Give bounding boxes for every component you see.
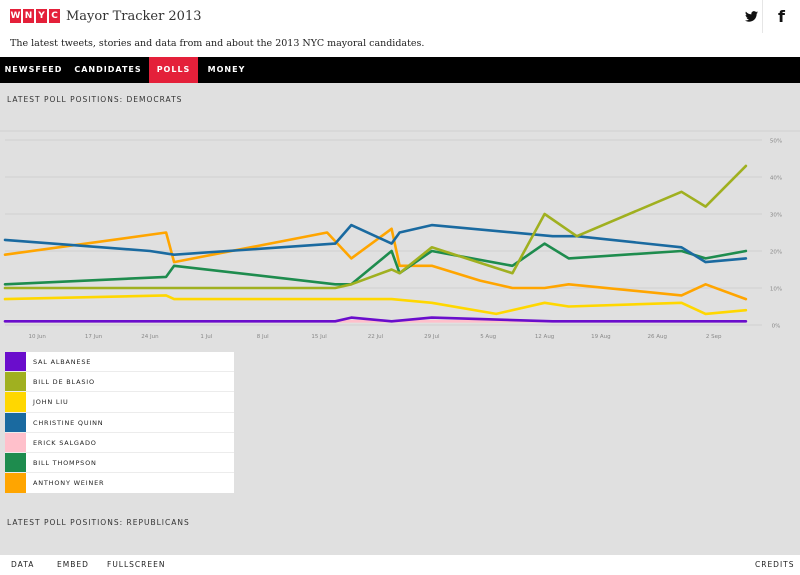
app-title: Mayor Tracker 2013 <box>66 9 202 24</box>
twitter-button[interactable] <box>732 0 770 33</box>
facebook-icon: f <box>778 7 785 26</box>
series-line <box>3 242 748 286</box>
democrats-section-title: LATEST POLL POSITIONS: DEMOCRATS <box>7 95 183 104</box>
legend-label: BILL THOMPSON <box>33 458 97 467</box>
series-line <box>3 223 748 264</box>
x-tick-label: 8 Jul <box>257 334 269 340</box>
legend-item[interactable]: SAL ALBANESE <box>5 352 234 373</box>
legend-swatch <box>5 473 26 494</box>
tab-candidates[interactable]: CANDIDATES <box>74 65 142 74</box>
legend-label: JOHN LIU <box>33 398 69 407</box>
legend-item[interactable]: CHRISTINE QUINN <box>5 412 234 433</box>
data-link[interactable]: DATA <box>11 560 35 569</box>
x-tick-label: 10 Jun <box>29 334 47 340</box>
y-tick-label: 10% <box>770 287 782 293</box>
series-line <box>3 294 748 316</box>
fullscreen-link[interactable]: FULLSCREEN <box>107 560 166 569</box>
x-tick-label: 29 Jul <box>424 334 440 340</box>
x-tick-label: 19 Aug <box>591 334 611 340</box>
legend-label: ERICK SALGADO <box>33 438 97 447</box>
tab-polls[interactable]: POLLS <box>149 57 198 83</box>
x-tick-label: 1 Jul <box>200 334 212 340</box>
legend-item[interactable]: ANTHONY WEINER <box>5 473 234 494</box>
embed-link[interactable]: EMBED <box>57 560 89 569</box>
legend-label: ANTHONY WEINER <box>33 479 105 488</box>
x-tick-label: 26 Aug <box>648 334 668 340</box>
tab-newsfeed[interactable]: NEWSFEED <box>4 65 63 74</box>
y-tick-label: 0% <box>772 324 781 330</box>
series-line <box>3 164 748 290</box>
footer-bar: DATA EMBED FULLSCREEN CREDITS <box>0 555 800 575</box>
y-tick-label: 20% <box>770 250 782 256</box>
y-tick-label: 40% <box>770 176 782 182</box>
legend-label: CHRISTINE QUINN <box>33 418 104 427</box>
legend-item[interactable]: ERICK SALGADO <box>5 432 234 453</box>
legend-swatch <box>5 432 26 452</box>
credits-link[interactable]: CREDITS <box>755 560 795 569</box>
logo-letter: Y <box>36 9 47 23</box>
logo-letter: N <box>23 9 34 23</box>
legend-item[interactable]: BILL DE BLASIO <box>5 372 234 393</box>
democrats-poll-chart: 0% 10% 20% 30% 40% 50% 10 Jun 17 Jun 24 Jun 1 Jul… <box>0 130 800 340</box>
legend-swatch <box>5 392 26 412</box>
top-bar: W N Y C Mayor Tracker 2013 f <box>0 0 800 33</box>
republicans-section-title: LATEST POLL POSITIONS: REPUBLICANS <box>7 518 190 527</box>
chart-legend: SAL ALBANESE BILL DE BLASIO JOHN LIU CHRIST… <box>5 352 234 494</box>
legend-item[interactable]: JOHN LIU <box>5 392 234 413</box>
wnyc-logo[interactable]: W N Y C <box>10 9 60 23</box>
logo-letter: W <box>10 9 21 23</box>
legend-swatch <box>5 372 26 392</box>
y-tick-label: 30% <box>770 213 782 219</box>
facebook-button[interactable]: f <box>762 0 800 33</box>
page-subtitle: The latest tweets, stories and data from… <box>10 38 425 49</box>
x-tick-label: 12 Aug <box>535 334 555 340</box>
tab-money[interactable]: MONEY <box>207 65 246 74</box>
x-tick-label: 5 Aug <box>480 334 496 340</box>
x-tick-label: 17 Jun <box>85 334 103 340</box>
x-tick-label: 22 Jul <box>368 334 384 340</box>
legend-swatch <box>5 412 26 432</box>
x-tick-label: 24 Jun <box>141 334 159 340</box>
legend-label: BILL DE BLASIO <box>33 378 95 387</box>
legend-swatch <box>5 452 26 473</box>
x-tick-label: 15 Jul <box>311 334 327 340</box>
x-tick-label: 2 Sep <box>706 334 722 340</box>
legend-item[interactable]: BILL THOMPSON <box>5 452 234 474</box>
main-nav: NEWSFEED CANDIDATES POLLS MONEY <box>0 57 800 83</box>
legend-swatch <box>5 352 26 372</box>
series-line <box>3 316 748 323</box>
twitter-icon <box>744 11 758 22</box>
subtitle-bar: The latest tweets, stories and data from… <box>0 33 800 57</box>
y-tick-label: 50% <box>770 139 782 145</box>
legend-label: SAL ALBANESE <box>33 358 92 366</box>
logo-letter: C <box>49 9 60 23</box>
